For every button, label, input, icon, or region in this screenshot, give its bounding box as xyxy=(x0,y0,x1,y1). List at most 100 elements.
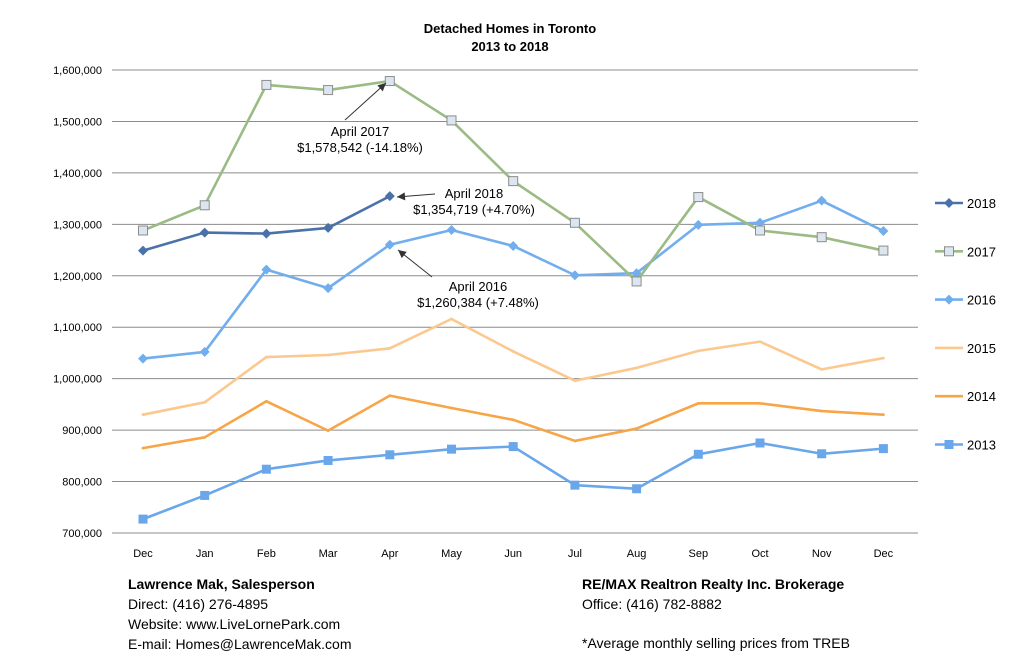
data-point xyxy=(878,245,889,256)
x-tick-label: Jun xyxy=(504,548,522,560)
annotation-arrowhead xyxy=(398,250,407,259)
x-tick-label: Jan xyxy=(196,548,214,560)
annotation-value: $1,354,719 (+4.70%) xyxy=(413,202,535,217)
data-point xyxy=(323,455,333,465)
series-2018 xyxy=(138,191,395,256)
series-2016 xyxy=(138,195,889,364)
agent-name: Lawrence Mak, Salesperson xyxy=(128,576,315,592)
data-point xyxy=(508,176,519,187)
legend-item-2013: 2013 xyxy=(935,438,996,453)
data-point xyxy=(138,245,148,256)
brokerage-block: RE/MAX Realtron Realty Inc. Brokerage Of… xyxy=(582,574,844,614)
data-point xyxy=(141,413,145,417)
agent-website: Website: www.LiveLornePark.com xyxy=(128,616,341,632)
data-point xyxy=(882,413,885,417)
data-point xyxy=(388,394,392,398)
series-line xyxy=(142,394,884,450)
data-point xyxy=(944,294,954,305)
data-point xyxy=(447,444,456,454)
data-point xyxy=(511,418,515,422)
y-axis-ticks: 700,000 800,000 900,000 1,000,000 1,100,000 1… xyxy=(53,65,102,540)
y-tick-label: 1,000,000 xyxy=(53,374,102,386)
series-line xyxy=(142,195,391,252)
data-point xyxy=(199,346,210,357)
annotation-label: April 2018 xyxy=(445,186,504,201)
data-point xyxy=(265,399,268,403)
agent-email: E-mail: Homes@LawrenceMak.com xyxy=(128,636,352,652)
y-tick-label: 1,300,000 xyxy=(53,219,102,231)
x-axis-ticks: Dec Jan Feb Mar Apr May Jun Jul Aug Sep Oct Nov Dec xyxy=(133,548,893,560)
annotation-arrow xyxy=(344,82,387,121)
data-point xyxy=(882,356,885,360)
data-point xyxy=(693,219,704,230)
legend-label: 2016 xyxy=(967,293,996,308)
annotations: April 2017$1,578,542 (-14.18%) April 2018… xyxy=(297,82,539,310)
data-point xyxy=(138,514,148,524)
data-point xyxy=(384,76,395,87)
data-point xyxy=(261,464,271,474)
annotation-arrowhead xyxy=(397,192,406,201)
agent-direct-phone: Direct: (416) 276-4895 xyxy=(128,596,269,612)
data-point xyxy=(632,484,642,494)
data-point xyxy=(944,198,954,208)
x-tick-label: Jul xyxy=(568,548,582,560)
data-point xyxy=(261,264,272,275)
data-point xyxy=(326,353,330,357)
data-point xyxy=(755,438,765,448)
data-point xyxy=(573,439,577,443)
y-tick-label: 1,500,000 xyxy=(53,116,102,128)
data-point xyxy=(820,409,824,413)
data-point xyxy=(758,340,762,344)
annotation-label: April 2017 xyxy=(331,124,390,139)
data-point xyxy=(816,232,827,243)
data-point xyxy=(631,276,642,287)
data-point xyxy=(755,225,765,236)
data-point xyxy=(138,225,148,236)
brokerage-office-phone: Office: (416) 782-8882 xyxy=(582,596,722,612)
data-point xyxy=(696,349,700,353)
data-point xyxy=(573,379,577,383)
legend-label: 2013 xyxy=(967,438,996,453)
legend: 2018 2017 2016 2015 2014 2013 xyxy=(935,196,996,453)
data-point xyxy=(878,226,889,237)
data-point xyxy=(696,401,700,405)
data-point xyxy=(693,449,703,459)
agent-contact-block: Lawrence Mak, Salesperson Direct: (416) … xyxy=(128,574,352,654)
data-point xyxy=(385,450,395,460)
y-tick-label: 1,200,000 xyxy=(53,271,102,283)
x-tick-label: Dec xyxy=(133,548,153,560)
annotation-label: April 2016 xyxy=(449,279,508,294)
x-tick-label: Nov xyxy=(812,548,832,560)
data-point xyxy=(511,350,515,353)
data-point xyxy=(508,442,518,452)
legend-item-2016: 2016 xyxy=(935,293,996,308)
data-point xyxy=(203,400,207,404)
annotation-value: $1,260,384 (+7.48%) xyxy=(417,295,539,310)
x-tick-label: Feb xyxy=(257,548,276,560)
data-point xyxy=(384,191,395,202)
series-2015 xyxy=(141,317,885,417)
data-point xyxy=(816,195,827,206)
y-tick-label: 1,600,000 xyxy=(53,65,102,77)
annotation-2017: April 2017$1,578,542 (-14.18%) xyxy=(297,82,423,155)
legend-label: 2017 xyxy=(967,244,996,259)
chart-subtitle: 2013 to 2018 xyxy=(471,39,548,54)
gridlines xyxy=(112,69,918,534)
data-point xyxy=(450,406,453,410)
brokerage-name: RE/MAX Realtron Realty Inc. Brokerage xyxy=(582,576,845,592)
y-tick-label: 1,400,000 xyxy=(53,168,102,180)
data-point xyxy=(820,368,824,371)
x-tick-label: Apr xyxy=(381,548,398,560)
data-point xyxy=(261,79,272,90)
data-point xyxy=(817,449,827,459)
annotation-2016: April 2016$1,260,384 (+7.48%) xyxy=(397,249,539,310)
data-point xyxy=(944,246,954,257)
data-point xyxy=(388,346,392,350)
chart-title: Detached Homes in Toronto xyxy=(424,21,596,36)
data-point xyxy=(384,239,395,250)
annotation-arrowhead xyxy=(377,83,386,92)
series-line xyxy=(142,441,884,521)
line-chart: Detached Homes in Toronto 2013 to 2018 7… xyxy=(53,21,996,560)
data-point xyxy=(200,490,210,500)
data-point xyxy=(323,283,334,294)
